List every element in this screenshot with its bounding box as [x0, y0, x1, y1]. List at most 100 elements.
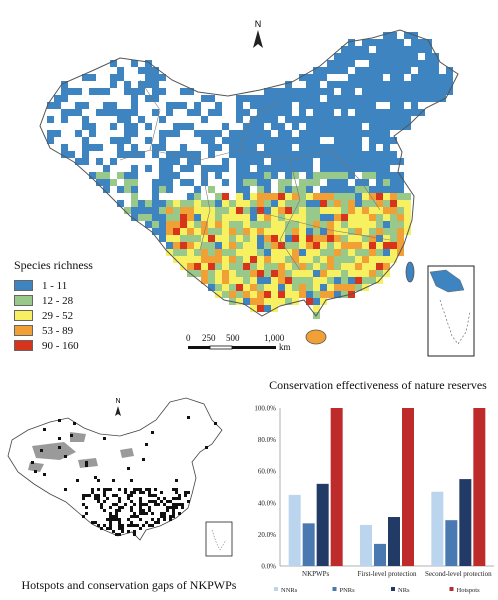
richness-cell: [278, 130, 285, 137]
richness-cell: [138, 151, 145, 158]
richness-cell: [404, 81, 411, 88]
richness-cell: [390, 256, 397, 263]
richness-cell: [229, 207, 236, 214]
richness-cell: [355, 270, 362, 277]
richness-cell: [369, 242, 376, 249]
richness-cell: [201, 242, 208, 249]
hotspot-cell: [136, 524, 139, 527]
richness-cell: [397, 214, 404, 221]
richness-cell: [411, 53, 418, 60]
richness-cell: [397, 53, 404, 60]
richness-cell: [299, 165, 306, 172]
richness-cell: [299, 249, 306, 256]
richness-cell: [299, 158, 306, 165]
richness-cell: [201, 221, 208, 228]
richness-cell: [145, 60, 152, 67]
richness-cell: [215, 284, 222, 291]
richness-cell: [117, 200, 124, 207]
richness-cell: [383, 151, 390, 158]
richness-cell: [278, 186, 285, 193]
richness-cell: [166, 109, 173, 116]
richness-cell: [383, 165, 390, 172]
richness-cell: [229, 263, 236, 270]
richness-cell: [243, 242, 250, 249]
hotspot-cell: [133, 512, 136, 515]
scale-bar: 0 250 500 1,000 km: [186, 333, 296, 355]
richness-cell: [299, 221, 306, 228]
richness-cell: [306, 284, 313, 291]
richness-cell: [397, 109, 404, 116]
richness-cell: [271, 151, 278, 158]
richness-cell: [222, 165, 229, 172]
richness-cell: [327, 277, 334, 284]
richness-cell: [180, 200, 187, 207]
hotspot-cell: [148, 509, 151, 512]
richness-cell: [271, 193, 278, 200]
bar: [374, 543, 386, 566]
richness-cell: [285, 221, 292, 228]
richness-cell: [348, 277, 355, 284]
richness-cell: [369, 193, 376, 200]
richness-cell: [369, 158, 376, 165]
richness-cell: [243, 277, 250, 284]
hotspot-cell: [151, 524, 154, 527]
richness-cell: [376, 67, 383, 74]
richness-cell: [264, 137, 271, 144]
richness-cell: [201, 172, 208, 179]
china-outline: [7, 397, 223, 541]
hotspot-cell: [139, 491, 142, 494]
hotspot-cell: [118, 518, 121, 521]
hotspot-cell: [172, 503, 175, 506]
richness-cell: [348, 193, 355, 200]
richness-cell: [243, 200, 250, 207]
richness-cell: [166, 172, 173, 179]
richness-cell: [166, 221, 173, 228]
richness-cell: [257, 151, 264, 158]
legend-marker: [391, 587, 395, 591]
richness-cell: [299, 151, 306, 158]
richness-cell: [222, 256, 229, 263]
richness-cell: [243, 256, 250, 263]
richness-cell: [250, 158, 257, 165]
bar: [302, 523, 315, 566]
richness-cell: [243, 291, 250, 298]
richness-cell: [299, 137, 306, 144]
richness-cell: [236, 242, 243, 249]
hotspot-cell: [115, 518, 118, 521]
richness-cell: [334, 249, 341, 256]
richness-cell: [348, 165, 355, 172]
richness-cell: [320, 144, 327, 151]
richness-cell: [341, 221, 348, 228]
richness-cell: [271, 277, 278, 284]
richness-cell: [341, 151, 348, 158]
richness-cell: [390, 32, 397, 39]
richness-cell: [334, 102, 341, 109]
richness-cell: [348, 151, 355, 158]
richness-cell: [229, 242, 236, 249]
richness-cell: [250, 123, 257, 130]
richness-cell: [292, 193, 299, 200]
richness-cell: [285, 144, 292, 151]
richness-cell: [138, 81, 145, 88]
richness-cell: [278, 277, 285, 284]
richness-cell: [376, 109, 383, 116]
richness-cell: [208, 242, 215, 249]
richness-cell: [131, 130, 138, 137]
richness-cell: [418, 74, 425, 81]
hotspot-cell: [151, 494, 154, 497]
richness-cell: [362, 235, 369, 242]
richness-cell: [166, 207, 173, 214]
richness-cell: [278, 221, 285, 228]
richness-cell: [173, 200, 180, 207]
richness-cell: [369, 81, 376, 88]
richness-cell: [215, 193, 222, 200]
hotspot-cell: [130, 500, 133, 503]
richness-cell: [390, 109, 397, 116]
richness-cell: [271, 228, 278, 235]
richness-cell: [243, 221, 250, 228]
hotspot-cell: [172, 515, 175, 518]
richness-cell: [306, 123, 313, 130]
richness-cell: [236, 200, 243, 207]
hotspot-cell: [94, 497, 97, 500]
richness-cell: [313, 88, 320, 95]
